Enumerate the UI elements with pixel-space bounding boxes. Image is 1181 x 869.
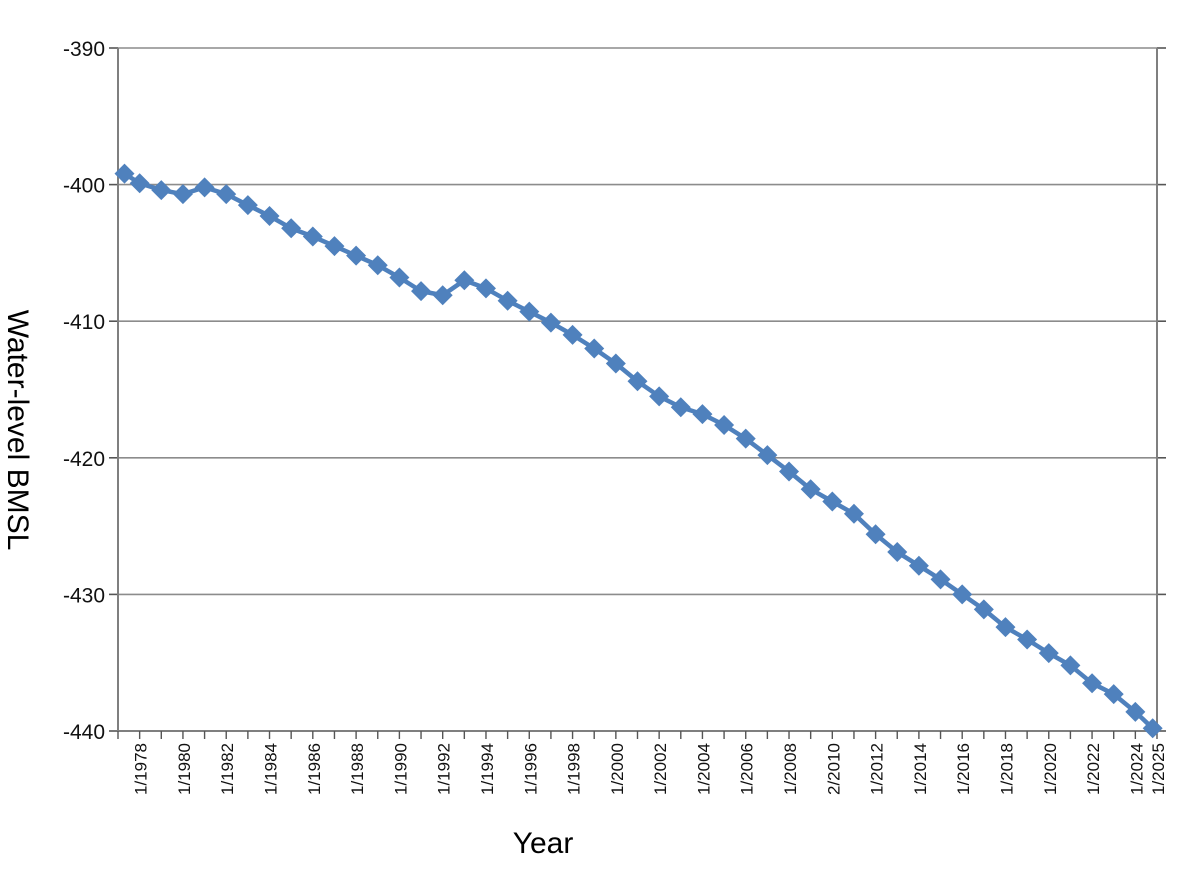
x-tick-labels: 1/1978 1/1980 1/1982 1/1984 1/1986 1/1988 1/19… [132,743,1168,795]
x-tick-label: 1/2006 [738,743,757,795]
data-point [887,542,908,563]
data-point [216,184,237,205]
data-point [973,599,994,620]
data-point [237,195,258,216]
x-tick-label: 1/2012 [868,743,887,795]
data-point [562,324,583,345]
data-point [757,445,778,466]
data-point [605,353,626,374]
x-tick-label: 1/1994 [478,743,497,795]
x-tick-label: 1/1996 [521,743,540,795]
data-point [1017,629,1038,650]
x-tick-label: 1/2002 [651,743,670,795]
x-axis-title: Year [513,827,574,860]
data-point [281,218,302,239]
data-point [779,461,800,482]
x-tick-label: 1/1982 [218,743,237,795]
y-tick-label: -390 [63,38,105,61]
data-point [952,584,973,605]
data-point [172,184,193,205]
data-point [908,555,929,576]
data-point [1142,718,1163,739]
data-point [411,281,432,302]
data-point [995,617,1016,638]
x-tick-label: 1/2020 [1041,743,1060,795]
data-point [114,163,135,184]
x-tick-label: 1/2018 [997,743,1016,795]
y-tick-label: -430 [63,584,105,607]
data-point [692,404,713,425]
series-group [114,163,1163,739]
x-tick-label: 1/1990 [391,743,410,795]
x-tick-label: 1/2022 [1084,743,1103,795]
data-point [714,415,735,436]
x-tick-label: 1/1980 [175,743,194,795]
data-point [475,278,496,299]
data-point [649,386,670,407]
y-tick-labels: -390 -400 -410 -420 -430 -440 [63,38,105,744]
data-point [302,226,323,247]
series-line [123,171,1155,730]
x-tick-label: 1/1998 [565,743,584,795]
x-tick-label: 1/1986 [305,743,324,795]
data-point [194,177,215,198]
data-point [151,180,172,201]
data-point [454,270,475,291]
data-point [822,491,843,512]
x-tick-label: 1/1984 [262,743,281,795]
y-tick-label: -410 [63,311,105,334]
data-point [389,267,410,288]
x-tick-label: 1/2008 [781,743,800,795]
data-point [346,245,367,266]
axes [109,47,1166,739]
data-point [1103,684,1124,705]
data-point [324,236,345,257]
data-point [367,255,388,276]
data-point [1060,655,1081,676]
y-tick-label: -440 [63,721,105,744]
x-tick-label: 2/2010 [824,743,843,795]
y-tick-label: -420 [63,448,105,471]
data-point [735,428,756,449]
x-tick-label: 1/2004 [694,743,713,795]
x-tick-label: 1/2024 [1127,743,1146,795]
data-point [519,301,540,322]
data-point [865,524,886,545]
data-point [129,173,150,194]
data-point [800,479,821,500]
x-tick-label: 1/2014 [911,743,930,795]
x-tick-label: 1/1992 [435,743,454,795]
x-tick-label: 1/1988 [348,743,367,795]
data-point [584,338,605,359]
x-tick-label: 1/2000 [608,743,627,795]
y-axis-title: Water-level BMSL [1,310,34,551]
data-point [497,290,518,311]
data-point [1038,643,1059,664]
data-point [1125,701,1146,722]
y-tick-label: -400 [63,175,105,198]
data-point [540,312,561,333]
x-tick-label: 1/2016 [954,743,973,795]
x-tick-label: 1/2025 [1149,743,1168,795]
data-point [432,285,453,306]
data-point [1082,673,1103,694]
data-point [259,206,280,227]
data-point [843,503,864,524]
data-point [670,397,691,418]
data-point [930,569,951,590]
x-tick-label: 1/1978 [132,743,151,795]
data-point [627,371,648,392]
